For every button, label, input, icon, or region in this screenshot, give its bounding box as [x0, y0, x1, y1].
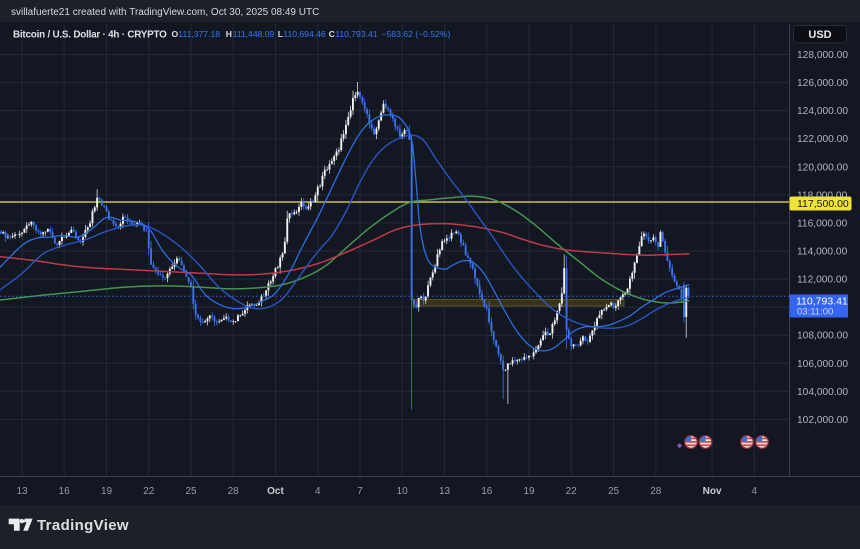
svg-text:25: 25: [608, 486, 620, 497]
svg-text:118,000.00: 118,000.00: [797, 190, 848, 201]
svg-text:13: 13: [439, 486, 451, 497]
svg-text:C: C: [329, 29, 335, 39]
svg-text:120,000.00: 120,000.00: [797, 162, 848, 173]
svg-text:22: 22: [143, 486, 155, 497]
svg-text:13: 13: [16, 486, 28, 497]
svg-text:112,000.00: 112,000.00: [797, 275, 848, 286]
svg-text:124,000.00: 124,000.00: [797, 106, 848, 117]
svg-text:128,000.00: 128,000.00: [797, 50, 848, 61]
svg-text:L: L: [278, 29, 283, 39]
svg-text:104,000.00: 104,000.00: [797, 387, 848, 398]
svg-text:−583.62 (−0.52%): −583.62 (−0.52%): [382, 29, 451, 39]
svg-text:4: 4: [752, 486, 758, 497]
svg-text:19: 19: [101, 486, 113, 497]
svg-text:10: 10: [397, 486, 409, 497]
svg-text:Oct: Oct: [267, 486, 284, 497]
svg-text:114,000.00: 114,000.00: [797, 247, 848, 258]
svg-text:110,793.41: 110,793.41: [335, 29, 378, 39]
svg-text:16: 16: [481, 486, 493, 497]
svg-text:svillafuerte21 created with Tr: svillafuerte21 created with TradingView.…: [11, 7, 319, 18]
svg-text:110,793.41: 110,793.41: [796, 296, 848, 308]
svg-text:25: 25: [185, 486, 197, 497]
svg-text:TradingView: TradingView: [37, 517, 129, 534]
svg-text:19: 19: [523, 486, 535, 497]
svg-text:Bitcoin / U.S. Dollar · 4h · C: Bitcoin / U.S. Dollar · 4h · CRYPTO: [13, 30, 167, 41]
svg-text:117,500.00: 117,500.00: [797, 198, 849, 210]
svg-text:22: 22: [566, 486, 578, 497]
svg-text:28: 28: [650, 486, 662, 497]
svg-text:108,000.00: 108,000.00: [797, 331, 848, 342]
svg-text:7: 7: [357, 486, 363, 497]
svg-text:H: H: [226, 29, 232, 39]
svg-text:Nov: Nov: [703, 486, 722, 497]
svg-text:110,694.46: 110,694.46: [283, 29, 326, 39]
svg-text:122,000.00: 122,000.00: [797, 134, 848, 145]
svg-text:03:11:00: 03:11:00: [797, 307, 833, 318]
svg-text:126,000.00: 126,000.00: [797, 78, 848, 89]
svg-text:4: 4: [315, 486, 321, 497]
svg-text:102,000.00: 102,000.00: [797, 415, 848, 426]
svg-text:116,000.00: 116,000.00: [797, 218, 848, 229]
svg-text:111,377.18: 111,377.18: [178, 29, 220, 39]
svg-text:111,448.09: 111,448.09: [233, 29, 275, 39]
svg-text:106,000.00: 106,000.00: [797, 359, 848, 370]
svg-text:16: 16: [59, 486, 71, 497]
svg-text:O: O: [172, 29, 179, 39]
svg-text:28: 28: [228, 486, 240, 497]
svg-text:USD: USD: [808, 29, 831, 41]
